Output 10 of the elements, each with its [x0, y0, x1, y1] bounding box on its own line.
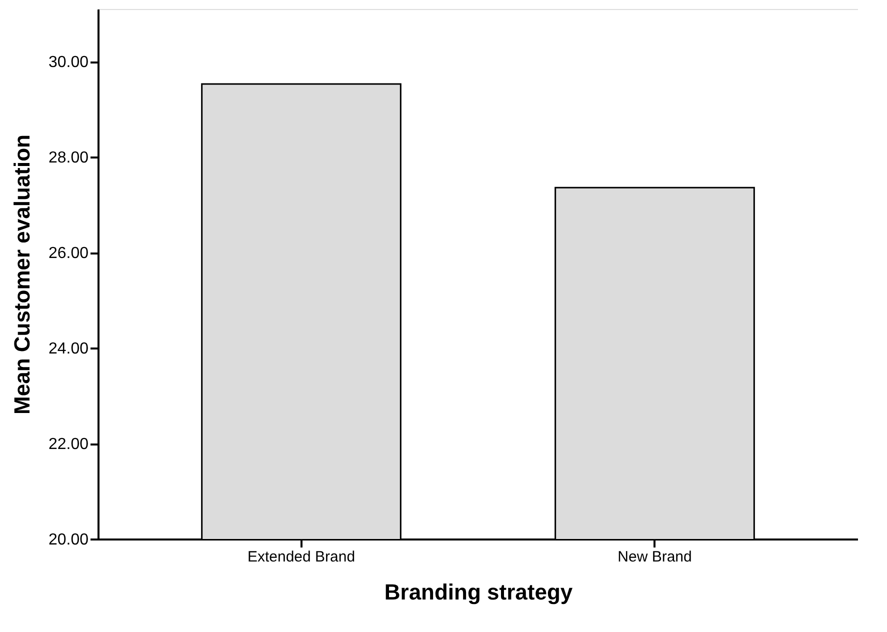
y-axis-title: Mean Customer evaluation	[9, 134, 34, 414]
x-tick-label: New Brand	[618, 548, 692, 566]
x-tick-label: Extended Brand	[247, 548, 356, 566]
y-tick-label: 22.00	[48, 436, 89, 454]
y-tick-label: 20.00	[48, 532, 89, 548]
y-tick-label: 30.00	[48, 54, 89, 72]
x-axis-title: Branding strategy	[384, 580, 574, 604]
y-tick-label: 26.00	[48, 245, 89, 262]
y-tick-label: 28.00	[48, 150, 89, 167]
y-tick-label: 24.00	[48, 340, 89, 358]
